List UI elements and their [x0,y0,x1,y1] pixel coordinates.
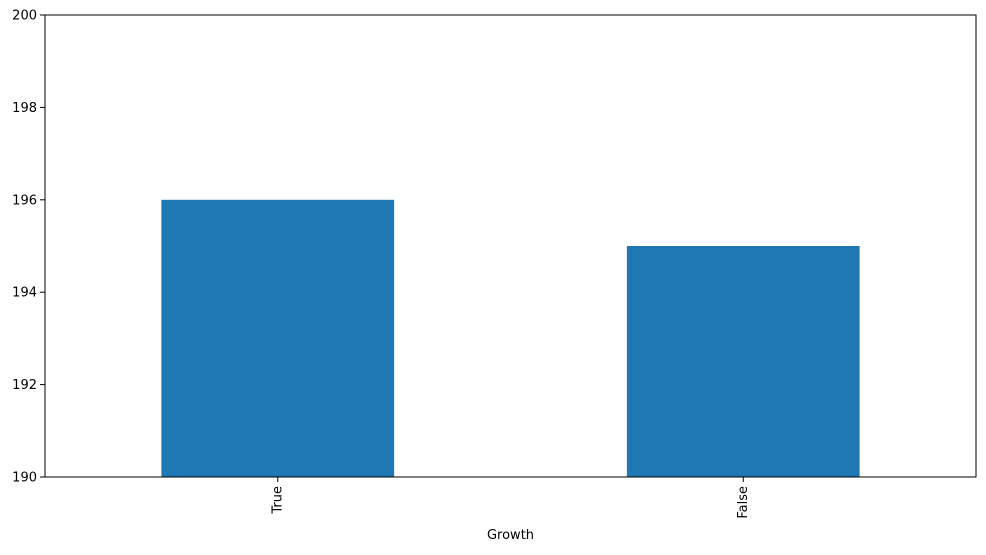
bars-layer [161,199,860,478]
bar-false [626,246,860,477]
y-tick-label-198: 198 [12,101,37,116]
bar-true [161,199,395,478]
x-axis-label: Growth [487,528,534,543]
plot-area-frame [44,14,977,478]
y-tick-label-200: 200 [12,9,37,24]
y-tick-label-196: 196 [12,193,37,208]
y-axis: 190 192 194 196 198 200 [12,9,45,486]
x-axis: True False [270,477,751,519]
y-tick-label-194: 194 [12,286,37,301]
y-tick-label-192: 192 [12,378,37,393]
x-tick-label-false: False [736,486,751,519]
y-tick-label-190: 190 [12,471,37,486]
x-tick-label-true: True [270,486,285,515]
